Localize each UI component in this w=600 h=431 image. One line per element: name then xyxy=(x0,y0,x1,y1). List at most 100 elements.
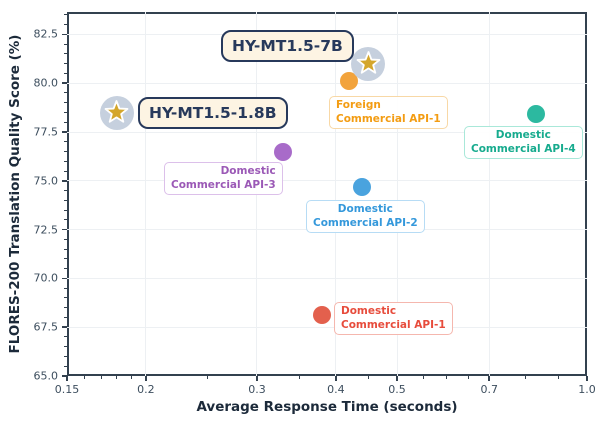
y-axis-tick-label: 72.5 xyxy=(33,223,59,237)
x-axis-tick xyxy=(66,376,68,381)
annotation-text-line: Commercial API-3 xyxy=(171,178,276,191)
y-axis-minor-tick xyxy=(64,14,67,16)
gridline-horizontal xyxy=(67,277,587,279)
y-axis-minor-tick xyxy=(64,141,67,143)
x-axis-tick xyxy=(396,376,398,381)
y-axis-minor-tick xyxy=(64,297,67,299)
y-axis-minor-tick xyxy=(64,63,67,65)
point-domestic-api-3 xyxy=(274,142,293,161)
annotation-text-line: Commercial API-4 xyxy=(471,142,576,155)
y-axis-minor-tick xyxy=(64,190,67,192)
x-axis-tick-label: 0.7 xyxy=(480,383,498,396)
y-axis-minor-tick xyxy=(64,102,67,104)
point-domestic-api-1 xyxy=(312,306,331,325)
x-axis-tick-label: 0.3 xyxy=(248,383,266,396)
y-axis-tick xyxy=(62,375,67,377)
annotation-text-line: Foreign xyxy=(336,99,381,111)
y-axis-tick xyxy=(62,326,67,328)
x-axis-minor-tick xyxy=(116,376,118,379)
label-domestic-api-2: Domestic Commercial API-2 xyxy=(306,200,425,233)
gridline-vertical xyxy=(488,12,490,376)
x-axis-minor-tick xyxy=(100,376,102,379)
y-axis-minor-tick xyxy=(64,209,67,211)
y-axis-minor-tick xyxy=(64,24,67,26)
x-axis-minor-tick xyxy=(84,376,86,379)
y-axis-minor-tick xyxy=(64,258,67,260)
x-axis-minor-tick xyxy=(468,376,470,379)
annotation-text-line: Commercial API-1 xyxy=(336,112,441,125)
y-axis-minor-tick xyxy=(64,268,67,270)
x-axis-minor-tick xyxy=(206,376,208,379)
y-axis-minor-tick xyxy=(64,160,67,162)
x-axis-tick xyxy=(335,376,337,381)
y-axis-minor-tick xyxy=(64,219,67,221)
label-foreign-api-1: Foreign Commercial API-1 xyxy=(329,96,448,129)
x-axis-minor-tick xyxy=(557,376,559,379)
y-axis-minor-tick xyxy=(64,355,67,357)
y-axis-title: FLORES-200 Translation Quality Score (%) xyxy=(7,34,23,354)
x-axis-tick xyxy=(488,376,490,381)
x-axis-tick-label: 0.5 xyxy=(388,383,406,396)
y-axis-minor-tick xyxy=(64,248,67,250)
model-label-hy-mt15-18b: HY-MT1.5-1.8B xyxy=(138,97,288,129)
x-axis-tick xyxy=(586,376,588,381)
x-axis-minor-tick xyxy=(298,376,300,379)
y-axis-minor-tick xyxy=(64,121,67,123)
star-icon xyxy=(356,51,380,74)
x-axis-minor-tick xyxy=(131,376,133,379)
y-axis-minor-tick xyxy=(64,170,67,172)
y-axis-tick xyxy=(62,180,67,182)
model-label-hy-mt15-7b: HY-MT1.5-7B xyxy=(221,30,354,62)
x-axis-tick-label: 0.2 xyxy=(137,383,155,396)
y-axis-tick xyxy=(62,228,67,231)
x-axis-title: Average Response Time (seconds) xyxy=(196,399,458,415)
y-axis-tick-label: 80.0 xyxy=(33,76,59,90)
y-axis-minor-tick xyxy=(64,307,67,309)
gridline-vertical xyxy=(145,12,147,376)
y-axis-minor-tick xyxy=(64,112,67,113)
x-axis-tick xyxy=(145,376,147,381)
annotation-text-line: Commercial API-1 xyxy=(341,318,446,331)
gridline-horizontal xyxy=(67,180,587,182)
gridline-horizontal xyxy=(67,82,587,84)
label-domestic-api-4: Domestic Commercial API-4 xyxy=(464,126,583,159)
y-axis-tick-label: 70.0 xyxy=(33,271,59,285)
annotation-text-line: Domestic xyxy=(495,129,551,141)
y-axis-minor-tick xyxy=(64,53,67,55)
y-axis-minor-tick xyxy=(64,43,67,45)
x-axis-minor-tick xyxy=(367,376,369,379)
point-domestic-api-4 xyxy=(526,105,545,124)
annotation-text-line: Domestic xyxy=(220,165,276,177)
x-axis-tick-label: 0.4 xyxy=(327,383,345,396)
y-axis-tick xyxy=(62,277,67,280)
y-axis-tick xyxy=(62,82,67,84)
y-axis-minor-tick xyxy=(64,199,67,201)
annotation-text-line: Domestic xyxy=(337,203,393,215)
annotation-text-line: HY-MT1.5-7B xyxy=(232,37,343,55)
y-axis-minor-tick xyxy=(64,316,67,318)
x-axis-tick xyxy=(256,376,258,381)
point-foreign-api-1 xyxy=(340,72,359,91)
y-axis-tick xyxy=(62,33,67,36)
gridline-horizontal xyxy=(67,131,587,133)
y-axis-minor-tick xyxy=(64,346,67,348)
gridline-vertical xyxy=(396,12,398,376)
gridline-vertical xyxy=(335,12,337,376)
x-axis-minor-tick xyxy=(446,376,448,379)
y-axis-minor-tick xyxy=(64,92,67,94)
annotation-text-line: HY-MT1.5-1.8B xyxy=(149,104,277,122)
y-axis-tick-label: 65.0 xyxy=(33,369,59,383)
label-domestic-api-1: Domestic Commercial API-1 xyxy=(334,302,453,335)
y-axis-minor-tick xyxy=(64,151,67,153)
y-axis-minor-tick xyxy=(64,365,67,367)
label-domestic-api-3: Domestic Commercial API-3 xyxy=(164,162,283,195)
star-marker-hy-mt15-7b xyxy=(351,46,386,81)
x-axis-tick-label: 1.0 xyxy=(578,383,596,396)
gridline-horizontal xyxy=(67,326,587,328)
y-axis-minor-tick xyxy=(64,238,67,240)
star-icon xyxy=(105,100,129,123)
y-axis-tick-label: 75.0 xyxy=(33,174,59,188)
annotation-text-line: Commercial API-2 xyxy=(313,216,418,229)
y-axis-tick-label: 77.5 xyxy=(33,125,59,139)
